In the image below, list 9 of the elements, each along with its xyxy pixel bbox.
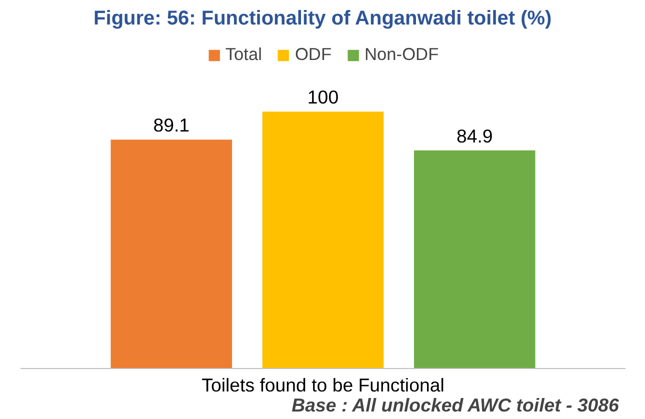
x-axis-title: Toilets found to be Functional (202, 374, 444, 396)
legend-label: Non-ODF (364, 44, 439, 65)
legend-label: ODF (294, 44, 332, 65)
legend-label: Total (225, 44, 262, 65)
data-label: 89.1 (153, 114, 190, 136)
data-label: 100 (307, 86, 339, 108)
text: Base : All unlocked AWC toilet - 3086 (292, 394, 620, 416)
data-label: 84.9 (456, 125, 493, 146)
chart-title: Figure: 56: Functionality of Anganwadi toilet (%) (94, 8, 552, 30)
